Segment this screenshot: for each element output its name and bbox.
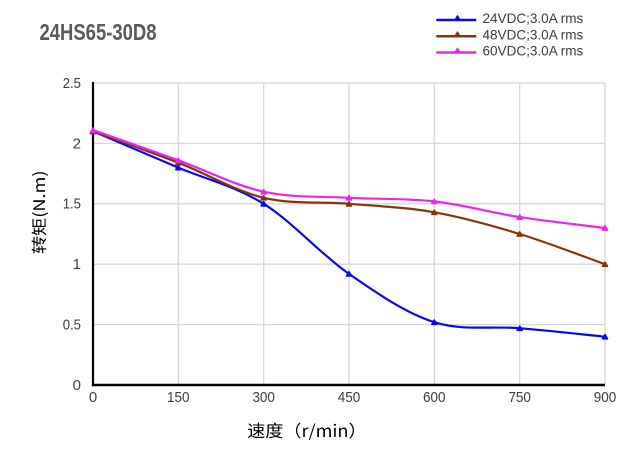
svg-text:60VDC;3.0A rms: 60VDC;3.0A rms bbox=[483, 43, 584, 59]
svg-text:0.5: 0.5 bbox=[63, 317, 81, 334]
svg-text:0: 0 bbox=[89, 389, 97, 406]
svg-text:48VDC;3.0A rms: 48VDC;3.0A rms bbox=[483, 26, 584, 42]
svg-text:24VDC;3.0A rms: 24VDC;3.0A rms bbox=[483, 10, 584, 26]
svg-text:750: 750 bbox=[508, 389, 531, 406]
svg-text:450: 450 bbox=[338, 389, 361, 406]
svg-text:150: 150 bbox=[167, 389, 190, 406]
svg-text:24HS65-30D8: 24HS65-30D8 bbox=[40, 19, 157, 45]
svg-text:300: 300 bbox=[252, 389, 275, 406]
svg-text:0: 0 bbox=[73, 377, 81, 394]
svg-text:900: 900 bbox=[594, 389, 617, 406]
svg-text:600: 600 bbox=[423, 389, 446, 406]
svg-text:1: 1 bbox=[73, 256, 81, 273]
svg-text:2: 2 bbox=[73, 135, 81, 152]
svg-text:2.5: 2.5 bbox=[63, 75, 81, 92]
svg-text:1.5: 1.5 bbox=[63, 196, 81, 213]
